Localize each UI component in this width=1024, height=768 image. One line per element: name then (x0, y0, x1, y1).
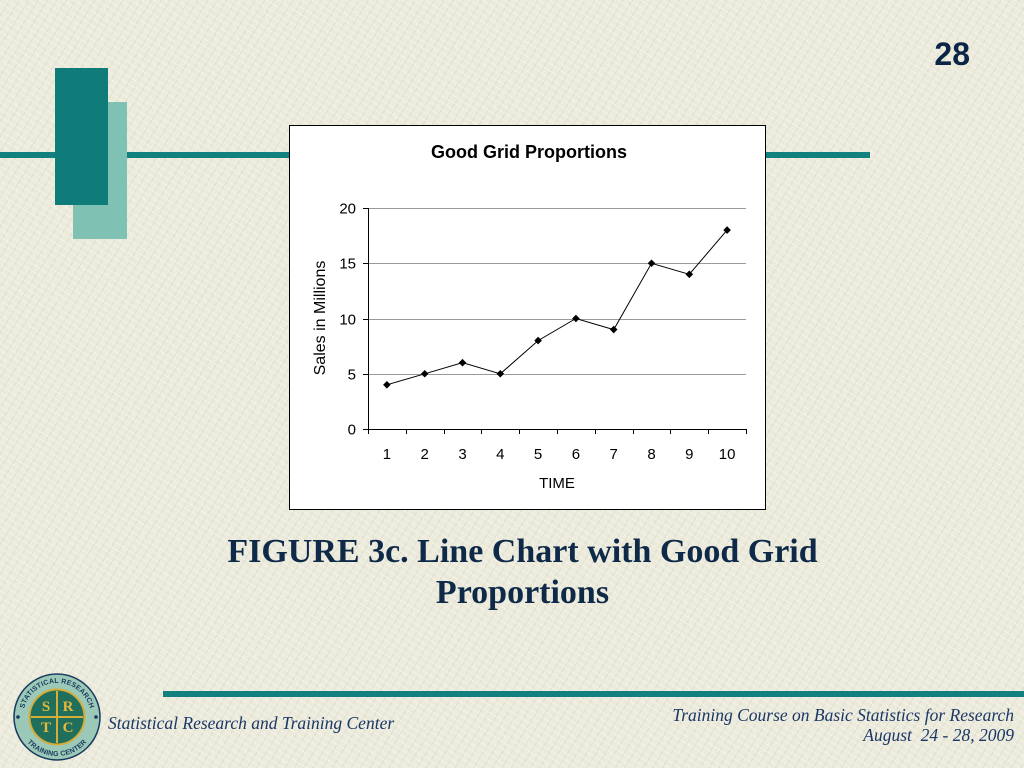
y-tick-label: 0 (348, 422, 356, 439)
line-chart: Good Grid Proportions TIME Sales in Mill… (312, 142, 747, 492)
x-tick-label: 6 (572, 446, 580, 463)
data-point-marker (609, 325, 618, 334)
series-line (386, 229, 728, 386)
figure-caption: FIGURE 3c. Line Chart with Good Grid Pro… (172, 531, 873, 613)
x-tick-label: 10 (719, 446, 736, 463)
srtc-logo: STATISTICAL RESEARCH TRAINING CENTER S R… (13, 673, 101, 761)
x-tick-label: 7 (610, 446, 618, 463)
x-tick-label: 8 (647, 446, 655, 463)
data-point-marker (647, 259, 656, 268)
figure-caption-line: Proportions (435, 574, 610, 611)
chart-title: Good Grid Proportions (431, 142, 627, 162)
x-tick-label: 9 (685, 446, 693, 463)
y-axis-title: Sales in Millions (312, 261, 329, 376)
y-tick-label: 5 (348, 367, 356, 384)
logo-dot-left (16, 715, 20, 719)
x-tick-label: 4 (496, 446, 504, 463)
logo-letter: S (42, 699, 50, 715)
page-number: 28 (934, 36, 970, 72)
figure-caption-line: FIGURE 3c. Line Chart with Good Grid (227, 533, 818, 570)
x-tick-label: 3 (458, 446, 466, 463)
data-point-marker (458, 358, 467, 367)
data-point-marker (723, 226, 731, 234)
x-tick-label: 1 (383, 446, 391, 463)
footer-org-name: Statistical Research and Training Center (108, 713, 395, 733)
data-point-marker (383, 381, 391, 389)
footer-course-dates: August 24 - 28, 2009 (863, 725, 1014, 745)
chart-frame: Good Grid Proportions TIME Sales in Mill… (289, 125, 766, 510)
data-point-marker (534, 336, 542, 345)
x-tick-label: 5 (534, 446, 542, 463)
data-point-marker (572, 314, 580, 323)
data-point-marker (685, 270, 694, 279)
footer-rule (163, 691, 1024, 697)
y-tick-label: 10 (339, 312, 356, 329)
x-axis-title: TIME (539, 475, 575, 492)
accent-bar-dark (55, 68, 108, 205)
y-tick-label: 15 (339, 256, 356, 273)
logo-letter: T (41, 720, 51, 736)
logo-letter: C (63, 720, 74, 736)
data-point-marker (420, 369, 429, 378)
logo-letter: R (63, 699, 74, 715)
footer-course-info: Training Course on Basic Statistics for … (672, 705, 1014, 745)
x-tick-label: 2 (421, 446, 429, 463)
logo-dot-right (94, 715, 98, 719)
data-point-marker (496, 369, 505, 378)
y-tick-label: 20 (339, 201, 356, 218)
footer-course-title: Training Course on Basic Statistics for … (672, 705, 1014, 725)
